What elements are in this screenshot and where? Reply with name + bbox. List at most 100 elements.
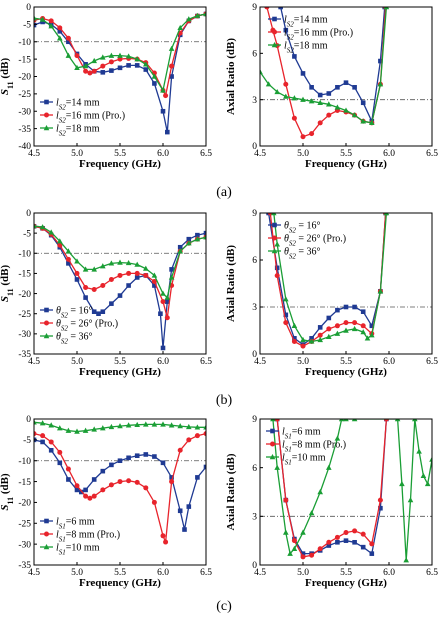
data-point <box>292 54 297 59</box>
x-tick-label: 5.5 <box>340 357 352 367</box>
data-point <box>91 68 97 74</box>
data-point <box>82 427 89 433</box>
data-point <box>186 504 192 509</box>
data-point <box>163 93 169 99</box>
data-point <box>74 277 80 282</box>
y-tick-label: -15 <box>18 270 31 280</box>
data-point <box>283 81 289 87</box>
data-point <box>360 531 366 537</box>
x-tick-label: 4.5 <box>254 149 266 159</box>
data-point <box>177 447 183 453</box>
legend-label: lS1=10 mm <box>56 543 100 557</box>
data-point <box>203 431 206 437</box>
legend-marker <box>44 320 49 326</box>
y-tick-label: 6 <box>252 464 257 474</box>
y-tick-label: 0 <box>26 3 31 13</box>
data-point <box>360 323 366 329</box>
data-point <box>403 557 409 563</box>
data-point <box>134 261 140 267</box>
data-point <box>283 296 289 302</box>
data-point <box>160 421 166 427</box>
data-point <box>100 425 106 431</box>
data-point <box>317 546 323 552</box>
y-axis-label: Axial Ratio (dB) <box>225 245 237 322</box>
x-axis-label: Frequency (GHz) <box>79 366 161 378</box>
data-point <box>74 258 80 264</box>
data-point <box>100 283 106 289</box>
data-point <box>383 213 390 216</box>
data-point <box>134 270 140 276</box>
data-point <box>309 336 314 341</box>
data-point <box>317 332 323 338</box>
data-point <box>82 63 89 69</box>
data-point <box>168 45 175 51</box>
x-axis-label: Frequency (GHz) <box>79 577 161 589</box>
y-tick-label: -20 <box>18 73 31 83</box>
legend-marker <box>272 29 277 35</box>
data-point <box>66 261 71 266</box>
data-point <box>383 7 390 10</box>
data-point <box>309 85 314 90</box>
data-point <box>317 336 323 343</box>
y-tick-label: -15 <box>18 55 31 65</box>
data-point <box>194 12 201 18</box>
data-point <box>125 53 132 59</box>
data-point <box>143 67 149 72</box>
data-point <box>194 236 201 242</box>
data-point <box>79 489 84 495</box>
data-point <box>274 241 280 247</box>
x-tick-label: 5.0 <box>297 149 309 159</box>
series-c-ar-1 <box>274 419 389 560</box>
data-point <box>143 272 149 278</box>
data-point <box>40 439 45 445</box>
legend-marker <box>272 235 277 241</box>
x-tick-label: 5.0 <box>71 357 83 367</box>
data-point <box>160 533 166 539</box>
x-tick-label: 5.0 <box>71 149 83 159</box>
data-point <box>343 419 349 422</box>
data-point <box>274 419 280 422</box>
data-point <box>65 256 71 262</box>
series-b-s11-2 <box>34 222 206 300</box>
data-point <box>334 104 341 110</box>
data-point <box>369 323 375 329</box>
x-tick-label: 5.5 <box>114 568 126 578</box>
data-point <box>177 244 183 250</box>
data-point <box>169 74 174 79</box>
data-point <box>378 505 383 511</box>
data-point <box>343 530 349 536</box>
series-a-ar-2 <box>260 7 390 126</box>
data-point <box>117 259 123 265</box>
data-point <box>369 332 375 338</box>
data-point <box>343 327 349 333</box>
y-tick-label: -30 <box>18 107 31 117</box>
data-point <box>158 311 163 317</box>
data-point <box>151 421 158 427</box>
y-tick-label: -35 <box>18 350 31 360</box>
data-point <box>117 272 123 278</box>
data-point <box>126 283 131 288</box>
data-point <box>66 477 71 482</box>
data-point <box>100 263 106 269</box>
data-point <box>74 270 80 276</box>
data-point <box>117 458 123 464</box>
data-point <box>317 99 323 105</box>
legend-marker <box>44 112 49 118</box>
data-point <box>369 541 375 547</box>
data-point <box>91 57 97 64</box>
chart-b-ar: 4.5 5.0 5.5 6.0 6.5 0 3 6 9 Frequency (GHz) Axial … <box>225 209 438 378</box>
data-point <box>34 22 37 28</box>
data-point <box>83 295 88 300</box>
data-point <box>65 52 72 58</box>
x-tick-label: 6.0 <box>383 568 395 578</box>
data-point <box>117 479 123 485</box>
legend-label: lS2=14 mm <box>284 15 328 29</box>
series-c-ar-2 <box>270 419 432 563</box>
data-point <box>151 272 158 278</box>
data-point <box>369 119 375 126</box>
data-point <box>100 309 106 314</box>
y-tick-label: -25 <box>18 310 31 320</box>
data-point <box>334 534 340 540</box>
legend-label: lS1=8 mm (Pro.) <box>56 530 120 544</box>
data-point <box>326 315 332 321</box>
